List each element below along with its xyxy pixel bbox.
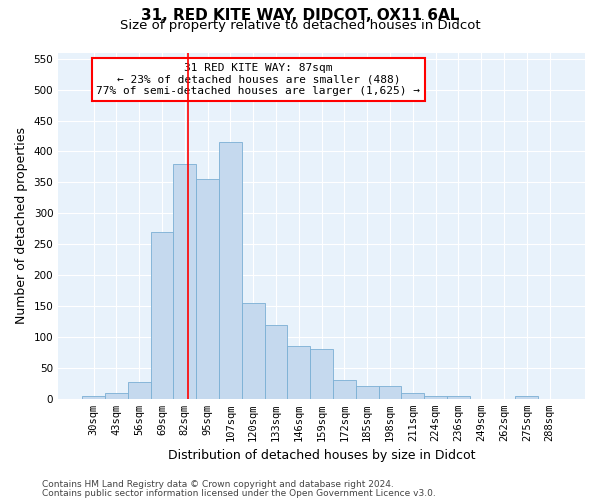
Bar bbox=[401, 392, 424, 399]
Bar bbox=[379, 386, 401, 399]
Bar bbox=[515, 396, 538, 399]
Bar bbox=[447, 396, 470, 399]
Bar bbox=[287, 346, 310, 399]
Text: Contains public sector information licensed under the Open Government Licence v3: Contains public sector information licen… bbox=[42, 488, 436, 498]
Text: Size of property relative to detached houses in Didcot: Size of property relative to detached ho… bbox=[119, 19, 481, 32]
Bar bbox=[310, 350, 333, 399]
Bar bbox=[219, 142, 242, 399]
Bar bbox=[196, 180, 219, 399]
Text: Contains HM Land Registry data © Crown copyright and database right 2024.: Contains HM Land Registry data © Crown c… bbox=[42, 480, 394, 489]
Text: 31 RED KITE WAY: 87sqm
← 23% of detached houses are smaller (488)
77% of semi-de: 31 RED KITE WAY: 87sqm ← 23% of detached… bbox=[97, 63, 421, 96]
Text: 31, RED KITE WAY, DIDCOT, OX11 6AL: 31, RED KITE WAY, DIDCOT, OX11 6AL bbox=[141, 8, 459, 22]
Bar bbox=[82, 396, 105, 399]
Bar bbox=[151, 232, 173, 399]
Bar bbox=[424, 396, 447, 399]
Bar bbox=[128, 382, 151, 399]
Bar bbox=[356, 386, 379, 399]
X-axis label: Distribution of detached houses by size in Didcot: Distribution of detached houses by size … bbox=[168, 450, 475, 462]
Bar bbox=[173, 164, 196, 399]
Bar bbox=[333, 380, 356, 399]
Bar bbox=[105, 392, 128, 399]
Bar bbox=[265, 324, 287, 399]
Y-axis label: Number of detached properties: Number of detached properties bbox=[15, 127, 28, 324]
Bar bbox=[242, 303, 265, 399]
